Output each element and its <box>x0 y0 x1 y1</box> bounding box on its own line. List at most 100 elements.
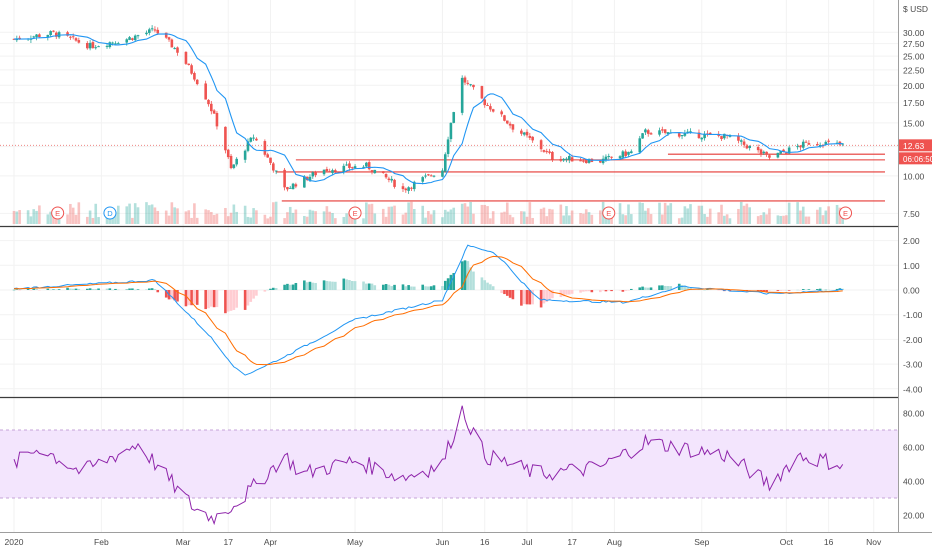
candle-body <box>486 105 489 107</box>
macd-histogram-bar <box>604 290 608 292</box>
volume-bar <box>739 201 743 224</box>
candle-body <box>207 99 210 105</box>
volume-bar <box>424 217 427 224</box>
macd-histogram-bar <box>348 280 351 290</box>
volume-bar <box>348 211 351 224</box>
candle-body <box>621 151 625 158</box>
volume-bar <box>669 203 673 224</box>
macd-histogram-bar <box>441 286 444 290</box>
time-tick-label: Apr <box>264 537 277 547</box>
candle-body <box>263 141 267 155</box>
macd-histogram-bar <box>272 287 275 290</box>
macd-histogram-bar <box>365 283 368 290</box>
candle-body <box>610 156 613 158</box>
candle-body <box>71 36 75 38</box>
volume-bar <box>215 213 219 224</box>
event-marker-earnings <box>348 206 362 220</box>
candle-body <box>77 40 81 43</box>
volume-bar <box>480 204 484 224</box>
volume-bar <box>69 203 72 224</box>
candle-body <box>756 147 760 151</box>
macd-histogram-bar <box>308 281 312 290</box>
event-marker-label: E <box>843 209 848 218</box>
macd-histogram-bar <box>768 290 771 291</box>
macd-histogram-bar <box>29 290 33 291</box>
macd-histogram-bar <box>638 287 642 290</box>
candle-body <box>525 131 529 136</box>
volume-bar <box>824 210 828 224</box>
volume-bar <box>314 211 317 224</box>
macd-histogram-bar <box>545 290 549 303</box>
candle-body <box>362 166 365 168</box>
candle-body <box>229 155 233 169</box>
volume-bar <box>252 208 255 224</box>
candle-body <box>314 171 317 176</box>
volume-bar <box>288 206 292 224</box>
volume-bar <box>381 208 385 224</box>
candle-body <box>308 176 312 181</box>
candle-body <box>283 169 286 188</box>
volume-bar <box>486 206 489 224</box>
macd-histogram-bar <box>116 289 120 291</box>
macd-histogram-bar <box>288 284 292 290</box>
candle-body <box>469 84 472 86</box>
macd-histogram-bar <box>46 288 50 290</box>
rsi-band <box>0 429 898 499</box>
macd-histogram-bar <box>235 290 238 308</box>
volume-bar <box>342 216 346 224</box>
candle-body <box>528 135 532 138</box>
macd-histogram-bar <box>367 283 371 290</box>
volume-bar <box>334 218 337 224</box>
macd-histogram-bar <box>291 284 295 290</box>
macd-histogram-bar <box>587 290 591 292</box>
volume-bar <box>460 203 464 224</box>
volume-bar <box>328 211 332 224</box>
macd-histogram-bar <box>384 284 388 290</box>
macd-histogram-bar <box>666 285 670 290</box>
candle-body <box>500 111 503 115</box>
candle-body <box>367 162 371 170</box>
candle-body <box>787 147 791 154</box>
volume-bar <box>446 211 450 224</box>
volume-bar <box>145 202 148 224</box>
volume-bar <box>432 210 436 224</box>
volume-bar <box>390 206 394 224</box>
candle-body <box>768 155 771 158</box>
candle-body <box>190 65 193 74</box>
macd-histogram-bar <box>703 289 706 291</box>
volume-bar <box>128 203 131 224</box>
candle-body <box>666 132 670 135</box>
candle-body <box>703 134 706 139</box>
candle-body <box>187 63 191 65</box>
volume-bar <box>410 201 413 224</box>
candle-body <box>393 179 396 187</box>
candle-body <box>370 170 374 172</box>
volume-bar <box>243 205 247 224</box>
candle-body <box>644 129 647 133</box>
candle-body <box>522 132 526 135</box>
candle-body <box>548 151 551 153</box>
volume-bar <box>46 214 50 224</box>
macd-histogram-bar <box>528 290 532 305</box>
candle-body <box>824 141 828 146</box>
candle-body <box>15 38 19 41</box>
macd-histogram-bar <box>353 281 357 290</box>
macd-histogram-bar <box>663 285 667 290</box>
macd-histogram-bar <box>700 289 704 291</box>
volume-bar <box>407 202 410 224</box>
volume-bar <box>167 215 171 224</box>
candle-body <box>224 126 227 151</box>
volume-bar <box>311 210 315 224</box>
candle-body <box>74 38 78 41</box>
candle-body <box>274 170 278 172</box>
macd-histogram-bar <box>311 282 315 290</box>
macd-histogram-bar <box>505 290 509 296</box>
macd-histogram-bar <box>18 290 21 291</box>
candle-body <box>737 135 740 141</box>
volume-bar <box>266 218 269 224</box>
macd-tick-label: -1.00 <box>903 310 923 320</box>
macd-histogram-bar <box>483 280 487 290</box>
volume-bar <box>683 206 687 224</box>
